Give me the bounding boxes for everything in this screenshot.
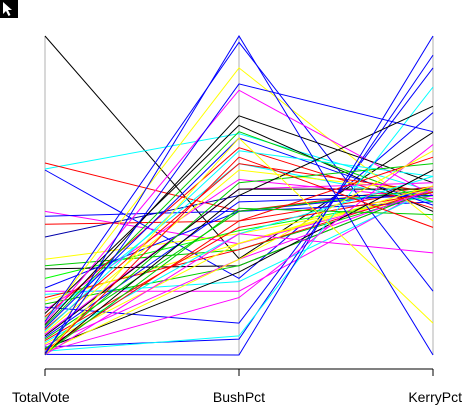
series-lines-group: [44, 35, 434, 356]
series-line-50: [44, 207, 434, 355]
series-line-52: [44, 35, 434, 356]
mouse-cursor-icon: [0, 0, 18, 18]
series-line-1: [44, 35, 434, 260]
series-line-25: [44, 41, 434, 322]
series-line-35: [44, 195, 434, 338]
series-line-54: [44, 137, 434, 356]
series-line-48: [44, 83, 434, 354]
series-line-55: [44, 35, 434, 356]
series-line-34: [44, 188, 433, 337]
series-line-2: [44, 133, 434, 193]
series-line-53: [44, 233, 434, 356]
series-line-27: [44, 115, 434, 326]
series-line-18: [44, 188, 434, 305]
ticks-group: TotalVote BushPct KerryPct: [12, 369, 462, 405]
series-line-44: [44, 156, 434, 351]
series-line-45: [44, 86, 434, 352]
series-line-49: [44, 105, 434, 354]
series-line-46: [44, 144, 434, 353]
x-tick-label-totalvote: TotalVote: [12, 389, 70, 405]
series-line-51: [44, 156, 434, 355]
series-line-19: [44, 67, 434, 324]
series-line-31: [44, 150, 434, 332]
x-tick-label-kerrypct: KerryPct: [408, 389, 462, 405]
series-line-30: [44, 163, 434, 330]
series-line-39: [44, 185, 434, 345]
series-line-47: [44, 150, 434, 353]
series-line-36: [44, 188, 434, 340]
x-tick-label-bushpct: BushPct: [213, 389, 265, 405]
series-line-41: [44, 54, 434, 348]
series-line-15: [44, 188, 434, 295]
series-line-22: [44, 147, 434, 318]
